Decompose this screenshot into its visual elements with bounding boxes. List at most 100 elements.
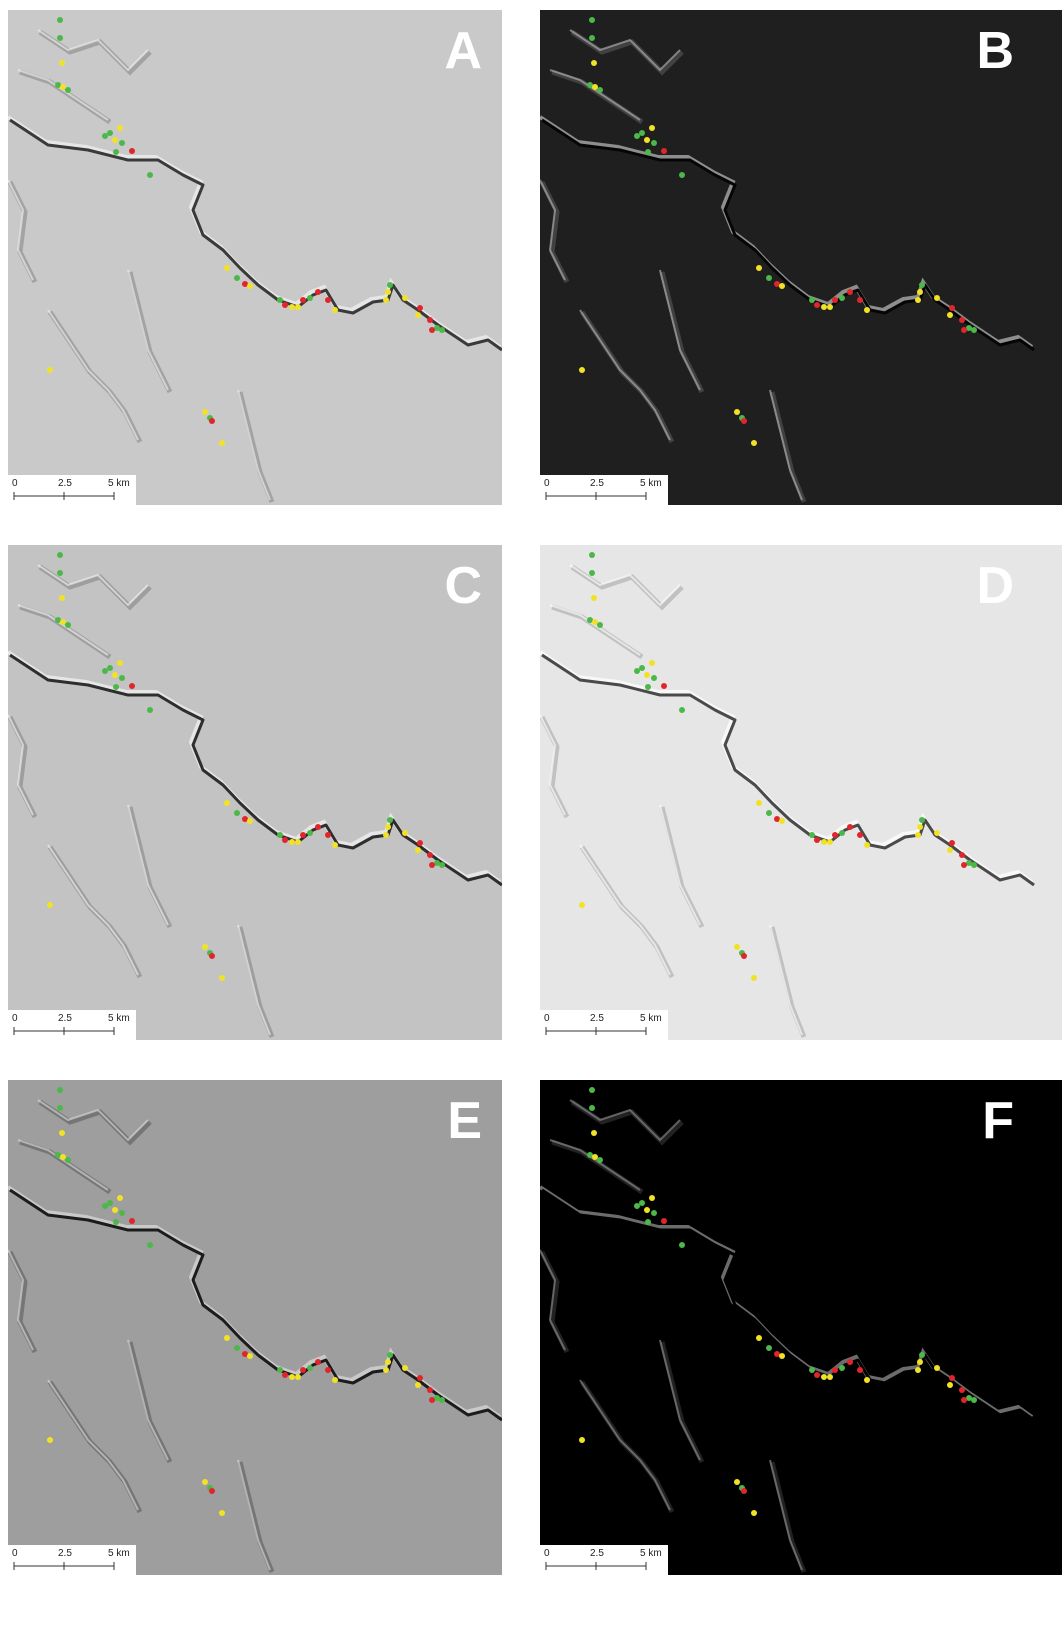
map-background [540, 545, 1062, 1040]
site-marker [857, 1367, 863, 1373]
scale-label: 2.5 [590, 478, 604, 489]
site-marker [661, 1218, 667, 1224]
site-marker [915, 297, 921, 303]
site-marker [429, 1397, 435, 1403]
site-marker [307, 295, 313, 301]
scale-label: 5 km [108, 1548, 130, 1559]
site-marker [117, 660, 123, 666]
map-panel: B02.55 km [540, 10, 1062, 505]
site-marker [959, 1387, 965, 1393]
site-marker [814, 1372, 820, 1378]
site-marker [741, 953, 747, 959]
site-marker [751, 975, 757, 981]
site-marker [597, 87, 603, 93]
site-marker [383, 832, 389, 838]
site-marker [102, 668, 108, 674]
site-marker [821, 839, 827, 845]
site-marker [289, 304, 295, 310]
site-marker [65, 1157, 71, 1163]
site-marker [741, 1488, 747, 1494]
site-marker [644, 1207, 650, 1213]
site-marker [57, 570, 63, 576]
site-marker [107, 130, 113, 136]
site-marker [439, 1397, 445, 1403]
site-marker [427, 1387, 433, 1393]
site-marker [919, 817, 925, 823]
scale-label: 0 [12, 478, 18, 489]
site-marker [779, 283, 785, 289]
site-marker [332, 1377, 338, 1383]
site-marker [592, 84, 598, 90]
site-marker [579, 1437, 585, 1443]
site-marker [300, 1367, 306, 1373]
site-marker [385, 289, 391, 295]
site-marker [282, 837, 288, 843]
site-marker [57, 552, 63, 558]
site-marker [651, 675, 657, 681]
site-marker [59, 60, 65, 66]
site-marker [832, 832, 838, 838]
site-marker [857, 297, 863, 303]
site-marker [961, 327, 967, 333]
site-marker [756, 265, 762, 271]
site-marker [383, 1367, 389, 1373]
panel-label: F [982, 1092, 1014, 1150]
site-marker [112, 672, 118, 678]
site-marker [934, 830, 940, 836]
figure: A02.55 kmB02.55 kmC02.55 kmD02.55 kmE02.… [0, 0, 1062, 1627]
site-marker [107, 665, 113, 671]
site-marker [277, 1367, 283, 1373]
map-background [540, 10, 1062, 505]
site-marker [915, 832, 921, 838]
site-marker [247, 283, 253, 289]
site-marker [129, 1218, 135, 1224]
site-marker [751, 440, 757, 446]
site-marker [65, 622, 71, 628]
site-marker [961, 1397, 967, 1403]
site-marker [402, 1365, 408, 1371]
site-marker [679, 1242, 685, 1248]
site-marker [679, 172, 685, 178]
site-marker [579, 367, 585, 373]
site-marker [649, 125, 655, 131]
site-marker [415, 312, 421, 318]
map-panel: E02.55 km [8, 1080, 530, 1575]
site-marker [589, 1087, 595, 1093]
site-marker [415, 847, 421, 853]
site-marker [915, 1367, 921, 1373]
site-marker [651, 1210, 657, 1216]
map-background [540, 1080, 1062, 1575]
site-marker [147, 172, 153, 178]
site-marker [119, 675, 125, 681]
site-marker [224, 1335, 230, 1341]
site-marker [949, 1375, 955, 1381]
site-marker [961, 862, 967, 868]
site-marker [202, 409, 208, 415]
site-marker [247, 1353, 253, 1359]
scale-label: 5 km [108, 478, 130, 489]
site-marker [427, 317, 433, 323]
site-marker [589, 570, 595, 576]
panel-label: E [447, 1092, 482, 1150]
site-marker [971, 862, 977, 868]
site-marker [282, 1372, 288, 1378]
site-marker [917, 824, 923, 830]
map-background [8, 545, 530, 1040]
site-marker [427, 852, 433, 858]
site-marker [282, 302, 288, 308]
site-marker [592, 619, 598, 625]
site-marker [959, 317, 965, 323]
site-marker [209, 1488, 215, 1494]
site-marker [202, 1479, 208, 1485]
scale-label: 5 km [640, 1548, 662, 1559]
site-marker [597, 1157, 603, 1163]
site-marker [589, 17, 595, 23]
site-marker [832, 1367, 838, 1373]
site-marker [102, 1203, 108, 1209]
site-marker [589, 35, 595, 41]
site-marker [779, 818, 785, 824]
site-marker [649, 660, 655, 666]
site-marker [47, 902, 53, 908]
site-marker [766, 275, 772, 281]
